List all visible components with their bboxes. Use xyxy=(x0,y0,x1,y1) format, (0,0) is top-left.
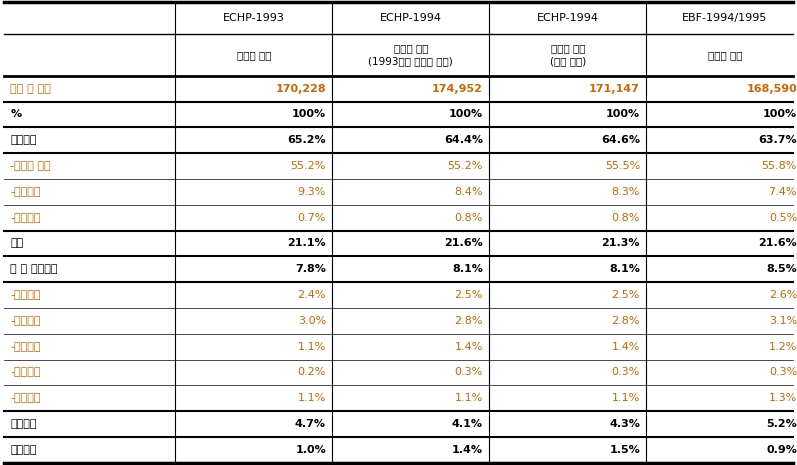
Text: -실업급여: -실업급여 xyxy=(10,290,41,300)
Text: 171,147: 171,147 xyxy=(589,84,640,93)
Text: 0.3%: 0.3% xyxy=(612,367,640,378)
Text: 100%: 100% xyxy=(606,109,640,120)
Text: 55.5%: 55.5% xyxy=(605,161,640,171)
Text: EBF-1994/1995: EBF-1994/1995 xyxy=(682,13,768,23)
Text: 가구당 소득
(1993년에 조사된 가구): 가구당 소득 (1993년에 조사된 가구) xyxy=(368,43,453,66)
Text: 64.6%: 64.6% xyxy=(601,135,640,145)
Text: 8.1%: 8.1% xyxy=(452,264,483,274)
Text: -월급과 임금: -월급과 임금 xyxy=(10,161,51,171)
Text: -상병급여: -상병급여 xyxy=(10,342,41,352)
Text: 7.8%: 7.8% xyxy=(295,264,326,274)
Text: 174,952: 174,952 xyxy=(432,84,483,93)
Text: 64.4%: 64.4% xyxy=(444,135,483,145)
Text: 8.5%: 8.5% xyxy=(766,264,797,274)
Text: 1.1%: 1.1% xyxy=(612,393,640,403)
Text: 9.3%: 9.3% xyxy=(297,187,326,197)
Text: -가족수당: -가족수당 xyxy=(10,316,41,326)
Text: 21.1%: 21.1% xyxy=(288,239,326,248)
Text: 100%: 100% xyxy=(292,109,326,120)
Text: ECHP-1994: ECHP-1994 xyxy=(537,13,599,23)
Text: 가구당 소득: 가구당 소득 xyxy=(708,50,742,60)
Text: 0.9%: 0.9% xyxy=(766,445,797,455)
Text: 0.2%: 0.2% xyxy=(297,367,326,378)
Text: 1.2%: 1.2% xyxy=(768,342,797,352)
Text: 21.3%: 21.3% xyxy=(602,239,640,248)
Text: 0.3%: 0.3% xyxy=(455,367,483,378)
Text: -공적부조: -공적부조 xyxy=(10,367,41,378)
Text: 1.1%: 1.1% xyxy=(298,342,326,352)
Text: 170,228: 170,228 xyxy=(275,84,326,93)
Text: 2.5%: 2.5% xyxy=(611,290,640,300)
Text: ECHP-1994: ECHP-1994 xyxy=(380,13,442,23)
Text: 55.2%: 55.2% xyxy=(291,161,326,171)
Text: 4.3%: 4.3% xyxy=(609,419,640,429)
Text: 0.5%: 0.5% xyxy=(769,213,797,223)
Text: 21.6%: 21.6% xyxy=(758,239,797,248)
Text: 2.5%: 2.5% xyxy=(454,290,483,300)
Text: 4.7%: 4.7% xyxy=(295,419,326,429)
Text: -자영소득: -자영소득 xyxy=(10,187,41,197)
Text: 자본소득: 자본소득 xyxy=(10,419,37,429)
Text: 사적이전: 사적이전 xyxy=(10,445,37,455)
Text: 2.8%: 2.8% xyxy=(454,316,483,326)
Text: 1.5%: 1.5% xyxy=(609,445,640,455)
Text: 1.1%: 1.1% xyxy=(455,393,483,403)
Text: 8.3%: 8.3% xyxy=(611,187,640,197)
Text: -부업소득: -부업소득 xyxy=(10,213,41,223)
Text: 1.3%: 1.3% xyxy=(769,393,797,403)
Text: 1.1%: 1.1% xyxy=(298,393,326,403)
Text: 0.8%: 0.8% xyxy=(454,213,483,223)
Text: 0.8%: 0.8% xyxy=(611,213,640,223)
Text: 7.4%: 7.4% xyxy=(768,187,797,197)
Text: 0.7%: 0.7% xyxy=(297,213,326,223)
Text: 1.4%: 1.4% xyxy=(452,445,483,455)
Text: 0.3%: 0.3% xyxy=(769,367,797,378)
Text: 연금: 연금 xyxy=(10,239,24,248)
Text: 1.4%: 1.4% xyxy=(454,342,483,352)
Text: 세전 총 소득: 세전 총 소득 xyxy=(10,84,51,93)
Text: 55.8%: 55.8% xyxy=(762,161,797,171)
Text: 1.4%: 1.4% xyxy=(611,342,640,352)
Text: 가구당 소득
(모든 가구): 가구당 소득 (모든 가구) xyxy=(550,43,586,66)
Text: ECHP-1993: ECHP-1993 xyxy=(223,13,285,23)
Text: 55.2%: 55.2% xyxy=(448,161,483,171)
Text: -주거수당: -주거수당 xyxy=(10,393,41,403)
Text: 1.0%: 1.0% xyxy=(295,445,326,455)
Text: 100%: 100% xyxy=(763,109,797,120)
Text: 63.7%: 63.7% xyxy=(759,135,797,145)
Text: 5.2%: 5.2% xyxy=(766,419,797,429)
Text: 8.4%: 8.4% xyxy=(454,187,483,197)
Text: 3.1%: 3.1% xyxy=(769,316,797,326)
Text: 2.8%: 2.8% xyxy=(611,316,640,326)
Text: %: % xyxy=(10,109,22,120)
Text: 가구당 소득: 가구당 소득 xyxy=(237,50,271,60)
Text: 21.6%: 21.6% xyxy=(444,239,483,248)
Text: 4.1%: 4.1% xyxy=(452,419,483,429)
Text: 2.4%: 2.4% xyxy=(297,290,326,300)
Text: 168,590: 168,590 xyxy=(746,84,797,93)
Text: 2.6%: 2.6% xyxy=(768,290,797,300)
Text: 100%: 100% xyxy=(449,109,483,120)
Text: 65.2%: 65.2% xyxy=(288,135,326,145)
Text: 3.0%: 3.0% xyxy=(298,316,326,326)
Text: 근로소득: 근로소득 xyxy=(10,135,37,145)
Text: 8.1%: 8.1% xyxy=(609,264,640,274)
Text: 그 외 공적이전: 그 외 공적이전 xyxy=(10,264,58,274)
